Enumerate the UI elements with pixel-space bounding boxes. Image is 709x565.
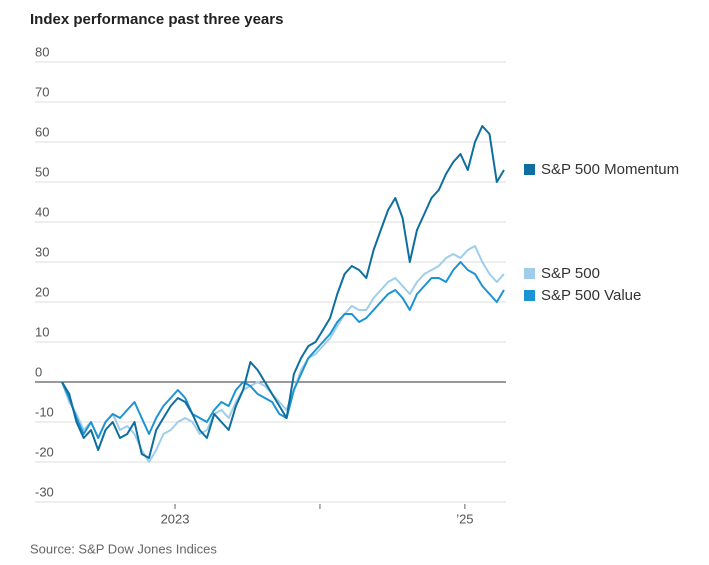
y-tick-label: 80 <box>35 44 49 59</box>
y-tick-label: 40 <box>35 204 49 219</box>
legend-swatch <box>524 268 535 279</box>
legend-label: S&P 500 Value <box>541 287 641 304</box>
x-tick-label: ’25 <box>456 511 473 526</box>
y-tick-label: 60 <box>35 124 49 139</box>
x-tick-label: 2023 <box>161 511 190 526</box>
y-tick-label: -30 <box>35 484 54 499</box>
series-line <box>61 261 505 439</box>
y-tick-label: 10 <box>35 324 49 339</box>
y-tick-label: -10 <box>35 404 54 419</box>
chart-title: Index performance past three years <box>30 11 283 28</box>
legend-swatch <box>524 290 535 301</box>
y-tick-label: 30 <box>35 244 49 259</box>
series-line <box>61 245 505 463</box>
y-tick-label: -20 <box>35 444 54 459</box>
series-line <box>61 125 505 459</box>
legend-label: S&P 500 <box>541 265 600 282</box>
y-tick-label: 50 <box>35 164 49 179</box>
y-tick-label: 0 <box>35 364 42 379</box>
y-tick-label: 20 <box>35 284 49 299</box>
legend-swatch <box>524 164 535 175</box>
legend-label: S&P 500 Momentum <box>541 161 679 178</box>
source: Source: S&P Dow Jones Indices <box>30 541 217 556</box>
y-tick-label: 70 <box>35 84 49 99</box>
